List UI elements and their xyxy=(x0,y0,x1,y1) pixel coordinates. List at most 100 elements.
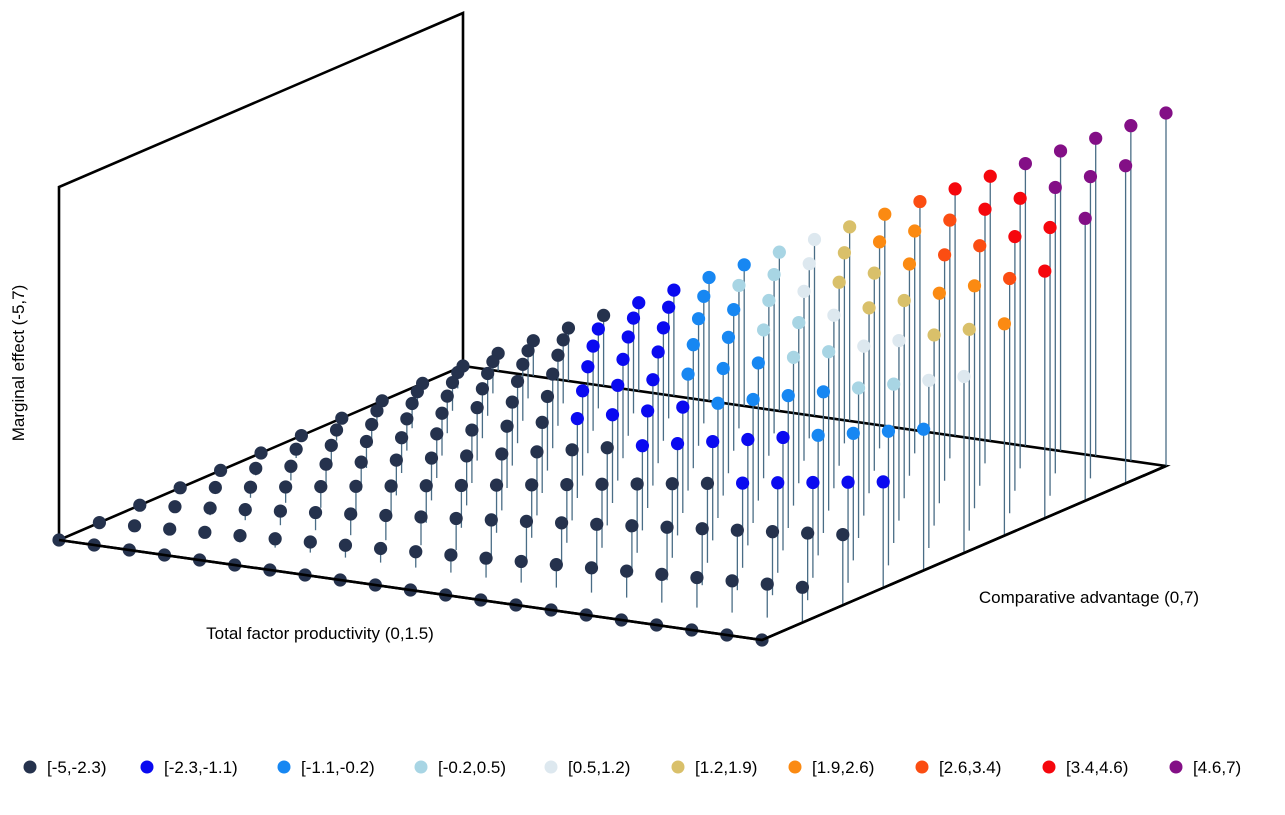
data-point xyxy=(359,434,374,449)
legend-marker xyxy=(1042,760,1056,774)
data-point xyxy=(801,526,815,540)
data-point xyxy=(632,296,646,310)
data-point xyxy=(736,476,750,490)
data-point xyxy=(600,441,614,455)
legend-item: [-0.2,0.5) xyxy=(414,758,506,777)
data-point xyxy=(560,477,574,492)
data-point xyxy=(479,551,493,565)
data-point xyxy=(551,348,565,362)
legend-marker xyxy=(544,760,558,774)
data-point xyxy=(424,451,439,465)
data-point xyxy=(867,266,881,280)
data-point xyxy=(127,519,142,533)
data-point xyxy=(475,382,489,396)
data-point xyxy=(922,373,936,387)
data-point xyxy=(486,355,500,369)
data-point xyxy=(827,308,841,322)
data-point xyxy=(851,381,866,395)
data-point xyxy=(400,412,414,426)
legend-marker xyxy=(414,760,428,774)
floor-front-edges xyxy=(58,464,1167,642)
legend-marker xyxy=(788,760,802,774)
data-point xyxy=(449,511,463,526)
data-point xyxy=(651,345,665,359)
data-point xyxy=(802,257,816,271)
legend-item: [4.6,7) xyxy=(1169,758,1241,777)
legend-marker xyxy=(915,760,929,774)
data-point xyxy=(238,503,252,517)
data-point xyxy=(1053,144,1068,158)
legend-item: [-2.3,-1.1) xyxy=(140,758,238,777)
data-point xyxy=(786,350,801,364)
data-point xyxy=(762,293,776,308)
data-point xyxy=(781,389,795,403)
data-point xyxy=(1043,220,1057,235)
data-point xyxy=(630,477,644,491)
data-point xyxy=(716,361,730,376)
data-point xyxy=(555,516,569,530)
data-point xyxy=(605,408,620,422)
data-point xyxy=(872,235,887,249)
data-point xyxy=(581,360,595,374)
data-point xyxy=(374,541,388,556)
data-point xyxy=(655,567,669,581)
data-point xyxy=(349,479,363,493)
data-point xyxy=(495,447,509,461)
data-point xyxy=(670,437,685,451)
data-point xyxy=(897,293,911,308)
data-point xyxy=(324,438,338,452)
data-point xyxy=(816,385,831,399)
data-point xyxy=(878,207,892,221)
data-point xyxy=(760,577,774,591)
data-point xyxy=(702,270,716,285)
data-point xyxy=(549,558,563,572)
data-point xyxy=(540,389,555,404)
data-point xyxy=(876,475,890,489)
data-point xyxy=(208,480,222,495)
data-point xyxy=(795,580,810,594)
data-point xyxy=(1078,211,1092,225)
data-point xyxy=(1038,264,1052,278)
data-point xyxy=(846,426,860,440)
data-point xyxy=(1083,169,1098,184)
data-point xyxy=(279,480,293,494)
data-point xyxy=(365,417,379,432)
legend-marker xyxy=(671,760,685,774)
data-point xyxy=(932,286,946,300)
data-point xyxy=(676,400,690,414)
data-point xyxy=(737,258,751,272)
data-point xyxy=(625,519,639,533)
data-point xyxy=(667,283,681,297)
legend-label: [0.5,1.2) xyxy=(568,758,630,777)
data-point xyxy=(370,404,384,418)
data-point xyxy=(841,475,855,489)
data-point xyxy=(771,476,785,490)
data-point xyxy=(319,457,333,471)
data-point xyxy=(460,449,474,463)
data-point xyxy=(765,525,780,539)
data-point xyxy=(294,429,308,443)
data-point xyxy=(451,365,465,380)
data-point xyxy=(611,378,625,392)
data-point xyxy=(626,311,641,325)
legend-marker xyxy=(140,760,154,774)
data-point xyxy=(862,301,876,315)
data-point xyxy=(621,330,635,344)
legend-item: [-1.1,-0.2) xyxy=(277,758,375,777)
data-point xyxy=(435,406,449,420)
data-point xyxy=(409,545,423,559)
data-point xyxy=(1048,180,1062,195)
data-point xyxy=(973,239,987,253)
data-point xyxy=(214,463,228,477)
data-point xyxy=(938,248,952,262)
data-point xyxy=(686,338,700,352)
stem-lines xyxy=(133,113,1167,623)
legend-label: [-0.2,0.5) xyxy=(438,758,506,777)
z-axis-label: Marginal effect (-5,7) xyxy=(9,285,28,442)
data-point xyxy=(1124,119,1138,133)
data-point xyxy=(254,446,268,460)
data-point xyxy=(481,366,495,381)
data-point xyxy=(832,275,846,289)
data-point xyxy=(354,455,368,469)
